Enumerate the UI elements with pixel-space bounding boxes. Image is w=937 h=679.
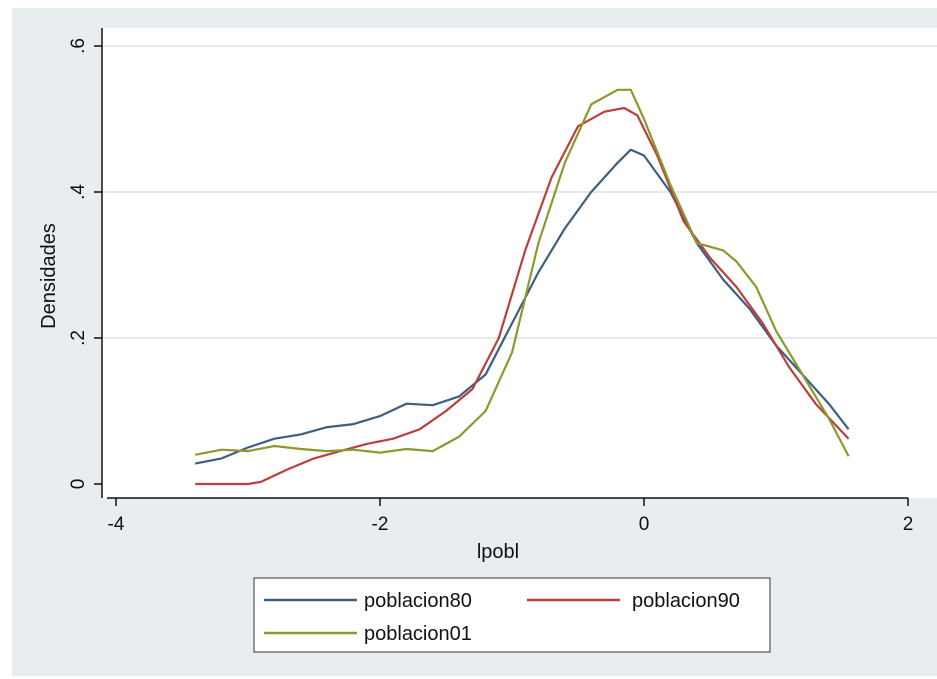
legend-box [253, 577, 771, 653]
series [194, 88, 850, 486]
legend-label-poblacion90: poblacion90 [632, 590, 740, 612]
y-tick-label: .4 [68, 184, 89, 200]
gridlines [102, 45, 937, 339]
chart-frame: 0 .2 .4 .6 -4 -2 0 2 lpobl Densidades poblacion… [12, 8, 937, 676]
x-tick-label: -2 [372, 514, 389, 535]
x-tick-label: 2 [903, 514, 914, 535]
y-axis-title: Densidades [38, 223, 60, 329]
y-tick-label: .2 [68, 330, 89, 346]
x-axis-title: lpobl [477, 541, 519, 563]
plot-area [102, 28, 937, 498]
series-line-poblacion90 [195, 106, 850, 486]
y-tick-label: .6 [68, 38, 89, 54]
series-line-poblacion01 [194, 88, 850, 457]
legend: poblacion80 poblacion90 poblacion01 [253, 577, 771, 653]
legend-label-poblacion01: poblacion01 [364, 623, 472, 645]
series-line-poblacion80 [194, 148, 850, 465]
axes [101, 28, 908, 499]
y-tick-label: 0 [68, 479, 89, 490]
x-tick-label: 0 [639, 514, 650, 535]
legend-label-poblacion80: poblacion80 [364, 590, 472, 612]
ticks: 0 .2 .4 .6 -4 -2 0 2 [68, 38, 913, 535]
x-tick-label: -4 [108, 514, 125, 535]
density-line-chart: 0 .2 .4 .6 -4 -2 0 2 lpobl Densidades poblacion… [38, 28, 937, 653]
